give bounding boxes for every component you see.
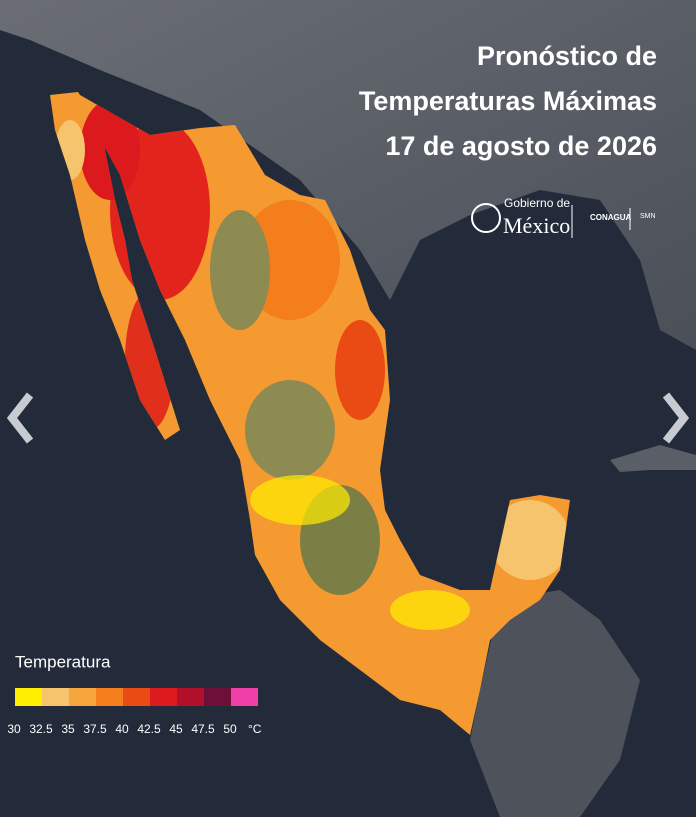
legend-swatch: [96, 688, 123, 706]
legend-swatch: [69, 688, 96, 706]
legend-swatch: [231, 688, 258, 706]
legend-swatch: [204, 688, 231, 706]
legend-tick-label: 40: [115, 722, 129, 736]
title-line: Pronóstico de: [477, 41, 657, 71]
legend-tick-label: 30: [7, 722, 21, 736]
legend-tick-label: 47.5: [191, 722, 215, 736]
legend-tick-label: 42.5: [137, 722, 161, 736]
central-america: [470, 590, 640, 817]
legend-tick-label: 32.5: [29, 722, 53, 736]
legend-tick-label: 45: [169, 722, 183, 736]
legend-swatch: [123, 688, 150, 706]
logo-text: CONAGUA: [590, 213, 632, 222]
title-line: 17 de agosto de 2026: [385, 131, 657, 161]
cuba: [610, 445, 696, 472]
title-line: Temperaturas Máximas: [359, 86, 657, 116]
logo-text: México: [503, 213, 570, 238]
legend: 30 32.5 35 37.5 40 42.5 45 47.5 50 °C: [7, 688, 262, 736]
legend-swatch: [150, 688, 177, 706]
legend-swatch: [42, 688, 69, 706]
title: Pronóstico de Temperaturas Máximas 17 de…: [359, 41, 657, 161]
legend-unit: °C: [248, 722, 262, 736]
legend-tick-label: 35: [61, 722, 75, 736]
logo-text: Gobierno de: [504, 196, 570, 210]
legend-tick-label: 50: [223, 722, 237, 736]
legend-title: Temperatura: [15, 652, 111, 671]
legend-swatch: [15, 688, 42, 706]
usa-land: [0, 0, 696, 350]
prev-arrow[interactable]: [6, 392, 34, 444]
legend-swatch: [177, 688, 204, 706]
seal: [471, 203, 501, 233]
next-arrow[interactable]: [662, 392, 690, 444]
logos: Gobierno de México CONAGUA SMN: [471, 196, 656, 238]
logo-text: SMN: [640, 213, 656, 220]
legend-tick-label: 37.5: [83, 722, 107, 736]
